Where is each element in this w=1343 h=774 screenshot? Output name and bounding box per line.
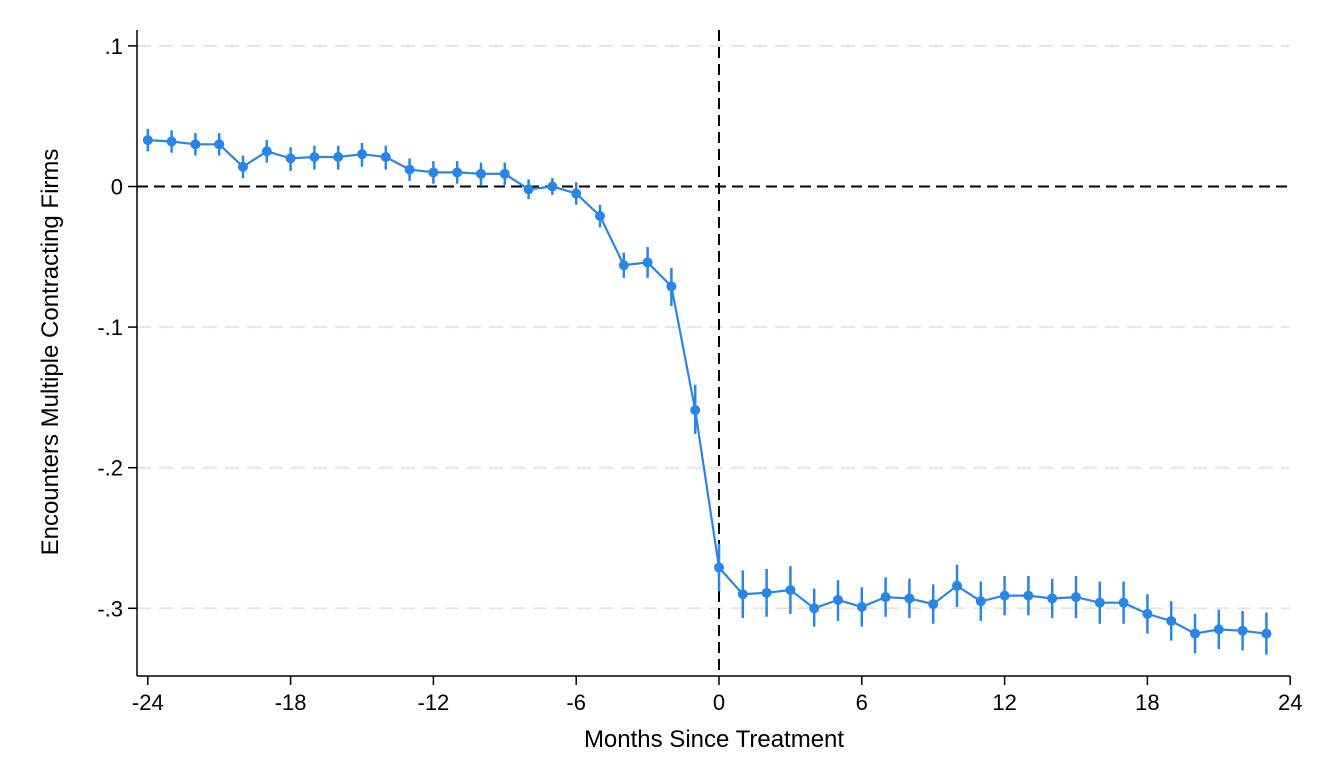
y-tick-label: .1: [105, 34, 123, 59]
data-point: [975, 596, 986, 607]
y-axis-title: Encounters Multiple Contracting Firms: [37, 149, 64, 556]
data-point: [928, 599, 939, 610]
data-point: [357, 149, 367, 160]
data-point: [595, 211, 605, 222]
data-point: [261, 146, 272, 157]
y-axis-ticks: .1 0 -.1 -.2 -.3: [97, 34, 137, 621]
x-tick-label: 0: [713, 690, 725, 715]
data-point: [690, 405, 701, 416]
x-axis-ticks: -24 -18 -12 -6 0 6 12 18 24: [132, 676, 1302, 715]
series-group: [142, 135, 1272, 639]
series-line: [147, 139, 1267, 635]
data-point: [1261, 628, 1272, 639]
data-point: [856, 601, 867, 612]
data-point: [452, 167, 463, 178]
x-tick-label: 18: [1135, 690, 1159, 715]
data-point: [642, 257, 653, 268]
data-point: [333, 151, 344, 162]
data-point: [809, 603, 820, 614]
y-tick-label: 0: [111, 175, 123, 200]
x-tick-label: 6: [856, 690, 868, 715]
x-tick-label: -6: [566, 690, 586, 715]
data-point: [1237, 625, 1248, 636]
y-tick-label: -.1: [97, 315, 123, 340]
data-point: [999, 590, 1010, 601]
x-tick-label: 12: [992, 690, 1016, 715]
data-point: [785, 585, 796, 596]
data-point: [761, 587, 772, 598]
reference-lines: [137, 30, 1290, 676]
data-point: [380, 151, 391, 162]
data-point: [214, 139, 225, 150]
y-tick-label: -.3: [97, 596, 123, 621]
x-tick-label: -24: [132, 690, 164, 715]
data-point: [285, 153, 296, 164]
data-point: [904, 593, 915, 604]
data-point: [1023, 590, 1034, 601]
data-point: [142, 135, 153, 146]
confidence-intervals: [146, 128, 1268, 655]
data-point: [952, 580, 962, 591]
data-point: [1047, 593, 1058, 604]
data-point: [1166, 615, 1177, 626]
x-tick-label: -12: [418, 690, 450, 715]
data-point: [309, 151, 320, 162]
data-point: [1071, 592, 1081, 603]
data-point: [714, 562, 724, 573]
data-point: [737, 589, 748, 600]
x-tick-label: -18: [275, 690, 307, 715]
data-point: [1190, 628, 1200, 639]
data-point: [1094, 597, 1105, 608]
data-point: [428, 167, 439, 178]
data-point: [476, 168, 486, 179]
x-axis-title: Months Since Treatment: [584, 726, 844, 753]
data-point: [833, 594, 843, 605]
data-point: [404, 164, 415, 175]
y-tick-label: -.2: [97, 456, 123, 481]
data-point: [1118, 597, 1129, 608]
gridlines: [137, 44, 1290, 610]
data-point: [190, 139, 201, 150]
data-point: [666, 281, 677, 292]
data-point: [618, 260, 629, 271]
data-point: [547, 181, 558, 192]
data-point: [499, 168, 510, 179]
axes: [136, 30, 1290, 677]
data-point: [1213, 624, 1224, 635]
data-point: [523, 184, 534, 195]
data-point: [238, 161, 248, 172]
x-tick-label: 24: [1278, 690, 1302, 715]
data-point: [571, 188, 582, 199]
data-point: [880, 592, 891, 603]
data-point: [1142, 608, 1153, 619]
data-point: [166, 136, 177, 147]
